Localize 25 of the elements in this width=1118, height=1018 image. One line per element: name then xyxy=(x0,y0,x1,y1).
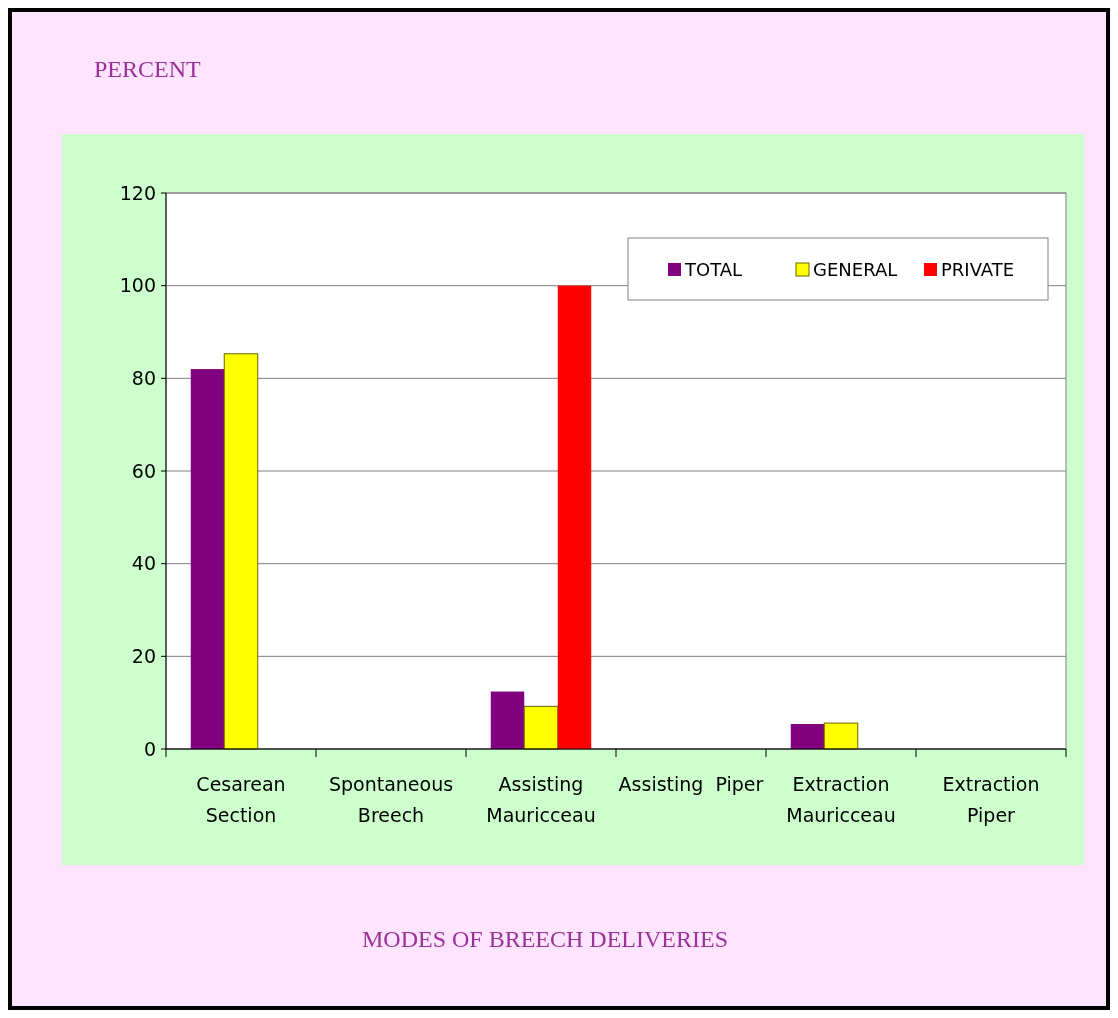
y-tick-label: 0 xyxy=(143,737,156,760)
x-axis-title: MODES OF BREECH DELIVERIES xyxy=(361,926,729,953)
y-tick-label: 120 xyxy=(119,181,156,204)
x-tick-label: Spontaneous Breech xyxy=(328,773,454,826)
bar xyxy=(823,722,859,750)
bar xyxy=(490,691,525,749)
legend-label: TOTAL xyxy=(684,259,743,281)
y-tick-label: 100 xyxy=(119,274,156,297)
y-tick-label: 60 xyxy=(131,459,156,482)
bar xyxy=(557,285,592,749)
y-tick-label: 40 xyxy=(131,552,156,575)
y-axis-title: PERCENT xyxy=(94,56,202,83)
x-tick-label: Assisting Piper xyxy=(618,773,764,795)
y-tick-label: 80 xyxy=(131,366,156,389)
legend-label: PRIVATE xyxy=(941,259,1015,281)
legend-label: GENERAL xyxy=(813,259,898,281)
bar xyxy=(523,705,559,750)
bar xyxy=(790,723,825,749)
x-tick-label: Cesarean Section xyxy=(196,773,286,826)
y-tick-label: 20 xyxy=(131,644,156,667)
x-tick-label: Assisting Mauricceau xyxy=(486,773,596,826)
x-tick-label: Extraction Piper xyxy=(942,773,1040,826)
bar xyxy=(190,369,225,749)
bar xyxy=(223,353,259,750)
x-tick-label: Extraction Mauricceau xyxy=(786,773,896,826)
